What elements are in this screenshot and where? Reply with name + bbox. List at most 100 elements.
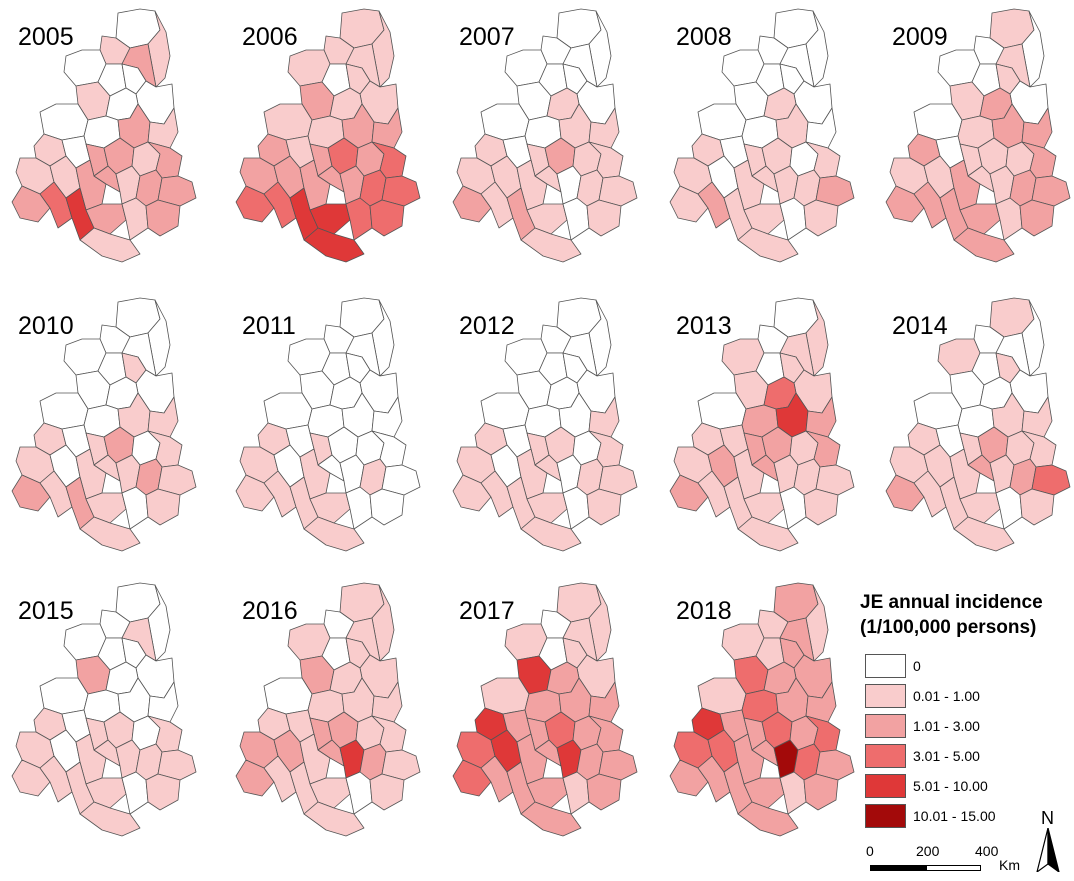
county-region <box>697 677 747 715</box>
county-region <box>588 10 612 88</box>
legend-swatch-2 <box>865 714 906 738</box>
scale-bar: 0 200 400 Km <box>862 843 1032 873</box>
legend-label-1: 0.01 - 1.00 <box>913 688 980 704</box>
north-label: N <box>1041 808 1054 828</box>
map-legend: JE annual incidence (1/100,000 persons) … <box>860 590 1074 880</box>
map-panel-2011: 2011 <box>234 297 434 557</box>
county-region <box>147 10 171 88</box>
county-region <box>39 677 89 715</box>
county-region <box>562 486 590 530</box>
county-region <box>39 392 89 430</box>
year-label: 2012 <box>459 312 515 340</box>
legend-item-2: 1.01 - 3.00 <box>865 714 1065 740</box>
province-map <box>669 8 855 263</box>
county-region <box>779 197 807 241</box>
county-region <box>1021 10 1045 88</box>
county-region <box>586 773 622 811</box>
county-region <box>520 227 582 263</box>
year-label: 2010 <box>18 312 74 340</box>
map-panel-2014: 2014 <box>884 297 1074 557</box>
province-map <box>11 297 197 552</box>
county-region <box>697 392 747 430</box>
year-label: 2013 <box>676 312 732 340</box>
county-region <box>145 773 181 811</box>
county-region <box>779 771 807 815</box>
county-region <box>586 199 622 237</box>
province-map <box>11 8 197 263</box>
county-region <box>520 516 582 552</box>
map-panel-2006: 2006 <box>234 8 434 268</box>
county-region <box>562 197 590 241</box>
county-region <box>562 771 590 815</box>
county-region <box>805 299 829 377</box>
county-region <box>480 392 530 430</box>
county-region <box>369 199 405 237</box>
county-region <box>953 516 1015 552</box>
scale-unit: Km <box>999 857 1020 873</box>
province-map <box>452 8 638 263</box>
county-region <box>371 299 395 377</box>
province-map <box>885 8 1071 263</box>
province-map <box>235 8 421 263</box>
county-region <box>779 486 807 530</box>
county-region <box>121 486 149 530</box>
north-arrow-icon <box>1036 828 1060 872</box>
map-panel-2016: 2016 <box>234 582 434 842</box>
county-region <box>697 103 747 141</box>
county-region <box>147 584 171 662</box>
legend-label-2: 1.01 - 3.00 <box>913 718 980 734</box>
year-label: 2018 <box>676 597 732 625</box>
county-region <box>369 488 405 526</box>
province-map <box>235 582 421 837</box>
county-region <box>803 773 839 811</box>
province-map <box>452 582 638 837</box>
county-region <box>803 488 839 526</box>
legend-title-line2: (1/100,000 persons) <box>860 617 1037 638</box>
north-arrow: N <box>1033 808 1063 872</box>
year-label: 2016 <box>242 597 298 625</box>
county-region <box>39 103 89 141</box>
county-region <box>737 516 799 552</box>
county-region <box>520 801 582 837</box>
county-region <box>79 516 141 552</box>
county-region <box>345 771 373 815</box>
county-region <box>803 199 839 237</box>
county-region <box>303 516 365 552</box>
year-label: 2015 <box>18 597 74 625</box>
province-map <box>11 582 197 837</box>
map-panel-2018: 2018 <box>668 582 868 842</box>
province-map <box>669 297 855 552</box>
year-label: 2007 <box>459 23 515 51</box>
county-region <box>737 801 799 837</box>
county-region <box>79 227 141 263</box>
legend-swatch-5 <box>865 804 906 828</box>
county-region <box>369 773 405 811</box>
scale-bar-segment-black <box>870 865 926 871</box>
county-region <box>79 801 141 837</box>
map-panel-2009: 2009 <box>884 8 1074 268</box>
county-region <box>913 103 963 141</box>
map-panel-2017: 2017 <box>451 582 651 842</box>
county-region <box>121 197 149 241</box>
scale-tick-0: 0 <box>866 843 874 859</box>
county-region <box>1019 199 1055 237</box>
scale-tick-200: 200 <box>916 843 940 859</box>
county-region <box>345 486 373 530</box>
map-panel-2005: 2005 <box>10 8 210 268</box>
county-region <box>586 488 622 526</box>
scale-tick-400: 400 <box>975 843 999 859</box>
county-region <box>737 227 799 263</box>
map-panel-2008: 2008 <box>668 8 868 268</box>
county-region <box>145 199 181 237</box>
county-region <box>345 197 373 241</box>
map-panel-2012: 2012 <box>451 297 651 557</box>
county-region <box>145 488 181 526</box>
scale-bar-segment-white <box>926 865 981 871</box>
legend-swatch-1 <box>865 684 906 708</box>
county-region <box>303 801 365 837</box>
year-label: 2017 <box>459 597 515 625</box>
county-region <box>588 584 612 662</box>
province-map <box>452 297 638 552</box>
county-region <box>147 299 171 377</box>
county-region <box>805 10 829 88</box>
